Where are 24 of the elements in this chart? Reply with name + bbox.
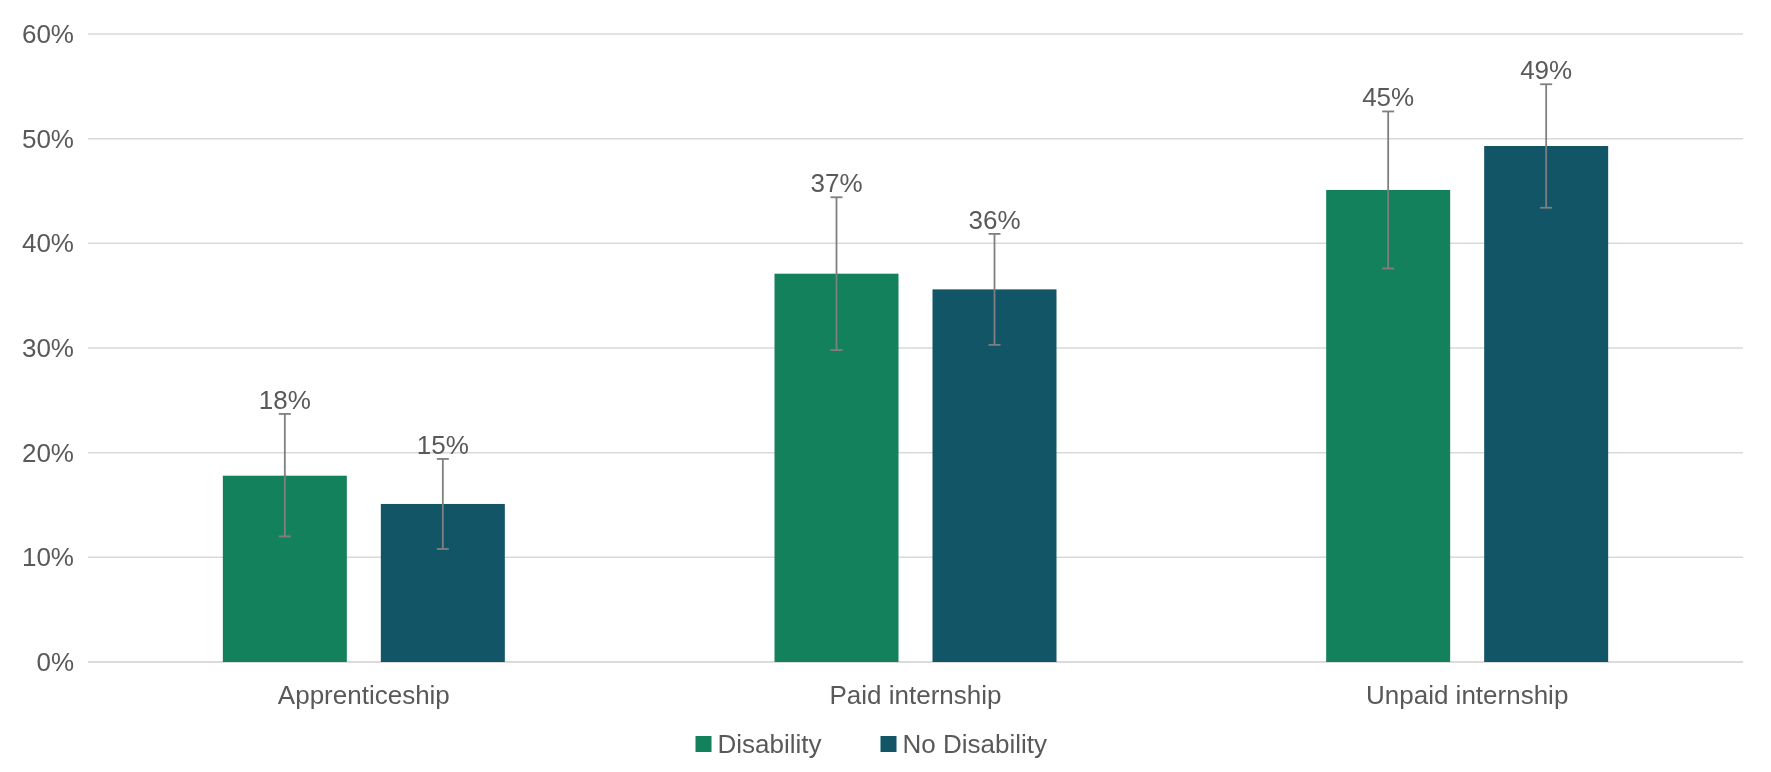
bar [1484,145,1609,662]
data-label: 45% [1362,82,1415,113]
x-tick-label: Unpaid internship [1365,680,1569,710]
y-tick-label: 20% [21,437,74,468]
data-label: 36% [968,204,1021,235]
data-label: 18% [258,384,311,415]
y-tick-label: 30% [21,333,74,364]
bar [1326,189,1451,662]
x-tick-label: Paid internship [829,680,1002,710]
x-tick-label: Apprenticeship [277,680,450,710]
y-tick-label: 50% [21,123,74,154]
y-tick-label: 0% [36,647,74,678]
y-tick-label: 40% [21,228,74,259]
y-tick-label: 10% [21,542,74,573]
y-tick-label: 60% [21,19,74,50]
bar [222,475,347,662]
data-label: 15% [416,429,469,460]
data-label: 37% [810,168,863,199]
legend-label: No Disability [902,729,1047,760]
data-label: 49% [1520,55,1573,86]
bar [774,273,899,662]
bar [380,503,505,662]
bar [932,289,1057,662]
legend-label: Disability [717,729,822,760]
